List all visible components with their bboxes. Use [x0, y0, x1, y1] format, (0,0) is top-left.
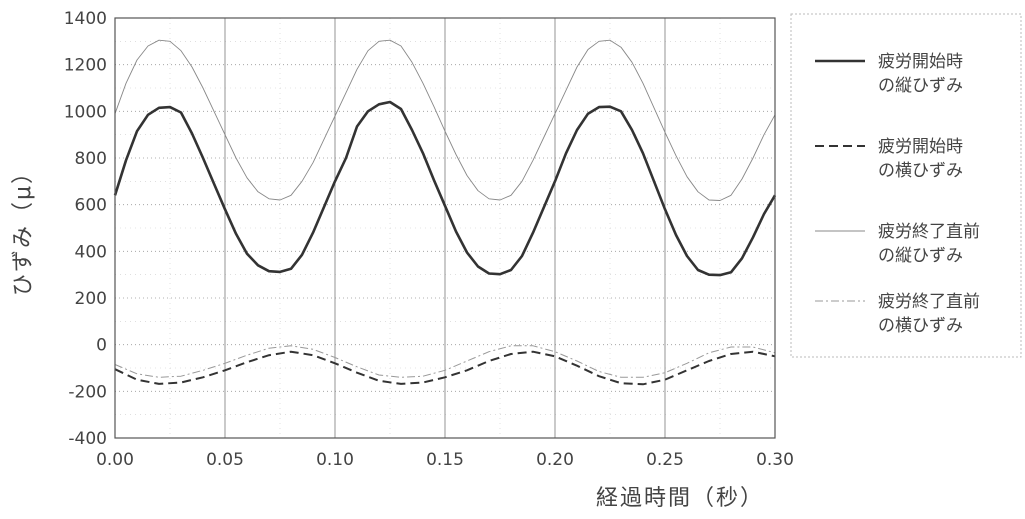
series-line-3: [114, 39, 776, 201]
x-tick-labels: 0.00 0.05 0.10 0.15 0.20 0.25 0.30: [96, 450, 794, 470]
y-tick-label: 0: [96, 336, 107, 356]
y-tick-label: 800: [75, 149, 107, 169]
legend-label-4: 疲労終了直前: [878, 292, 980, 312]
y-tick-labels: 1400 1200 1000 800 600 400 200 0 -200 -400: [64, 9, 107, 449]
grid: [115, 18, 775, 438]
y-tick-label: 1200: [64, 56, 107, 76]
x-tick-label: 0.05: [206, 450, 244, 470]
series-layer: [113, 39, 777, 386]
legend-label-3: の縦ひずみ: [878, 246, 963, 266]
y-tick-label: -200: [68, 382, 107, 402]
legend-label-4: の横ひずみ: [878, 316, 963, 336]
legend: 疲労開始時の縦ひずみ疲労開始時の横ひずみ疲労終了直前の縦ひずみ疲労終了直前の横ひ…: [815, 52, 980, 336]
x-tick-label: 0.25: [646, 450, 684, 470]
x-tick-label: 0.20: [536, 450, 574, 470]
series-line-2: [114, 350, 776, 386]
legend-frame: [790, 13, 1022, 358]
y-tick-label: 600: [75, 196, 107, 216]
y-tick-label: 400: [75, 242, 107, 262]
y-tick-label: -400: [68, 429, 107, 449]
y-tick-label: 1000: [64, 102, 107, 122]
legend-label-2: の横ひずみ: [878, 161, 963, 181]
y-tick-label: 200: [75, 289, 107, 309]
legend-label-1: の縦ひずみ: [878, 76, 963, 96]
x-tick-label: 0.10: [316, 450, 354, 470]
x-tick-label: 0.00: [96, 450, 134, 470]
x-axis-title: 経過時間（秒）: [596, 486, 764, 511]
series-line-4: [114, 345, 776, 378]
legend-label-3: 疲労終了直前: [878, 222, 980, 242]
legend-label-1: 疲労開始時: [878, 52, 963, 72]
y-tick-label: 1400: [64, 9, 107, 29]
x-tick-label: 0.15: [426, 450, 464, 470]
series-line-1: [113, 100, 777, 277]
plot-frame: [114, 17, 776, 439]
x-tick-label: 0.30: [756, 450, 794, 470]
y-axis-title: ひずみ（μ）: [11, 160, 36, 296]
legend-label-2: 疲労開始時: [878, 137, 963, 157]
